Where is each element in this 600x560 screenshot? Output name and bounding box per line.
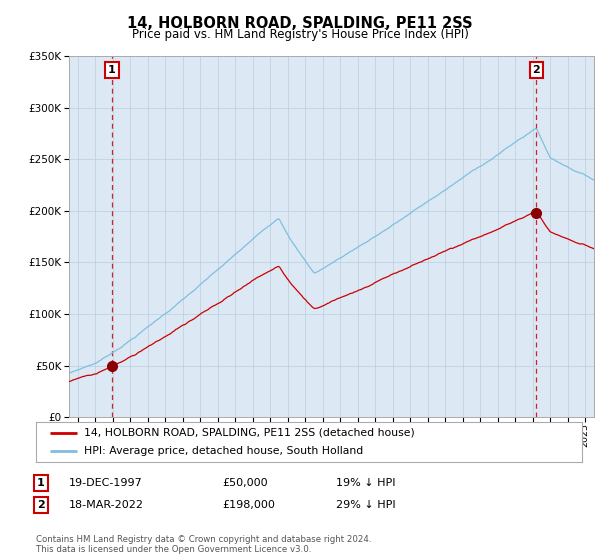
Text: 29% ↓ HPI: 29% ↓ HPI <box>336 500 395 510</box>
Text: 19-DEC-1997: 19-DEC-1997 <box>69 478 143 488</box>
Text: 1: 1 <box>108 65 116 75</box>
Text: 18-MAR-2022: 18-MAR-2022 <box>69 500 144 510</box>
Text: This data is licensed under the Open Government Licence v3.0.: This data is licensed under the Open Gov… <box>36 545 311 554</box>
Text: £198,000: £198,000 <box>222 500 275 510</box>
Text: 2: 2 <box>533 65 541 75</box>
Text: 14, HOLBORN ROAD, SPALDING, PE11 2SS (detached house): 14, HOLBORN ROAD, SPALDING, PE11 2SS (de… <box>84 428 415 437</box>
Text: Price paid vs. HM Land Registry's House Price Index (HPI): Price paid vs. HM Land Registry's House … <box>131 28 469 41</box>
Text: 14, HOLBORN ROAD, SPALDING, PE11 2SS: 14, HOLBORN ROAD, SPALDING, PE11 2SS <box>127 16 473 31</box>
Text: 1: 1 <box>37 478 44 488</box>
Text: HPI: Average price, detached house, South Holland: HPI: Average price, detached house, Sout… <box>84 446 363 456</box>
Text: 19% ↓ HPI: 19% ↓ HPI <box>336 478 395 488</box>
Text: 2: 2 <box>37 500 44 510</box>
Text: Contains HM Land Registry data © Crown copyright and database right 2024.: Contains HM Land Registry data © Crown c… <box>36 535 371 544</box>
Text: £50,000: £50,000 <box>222 478 268 488</box>
